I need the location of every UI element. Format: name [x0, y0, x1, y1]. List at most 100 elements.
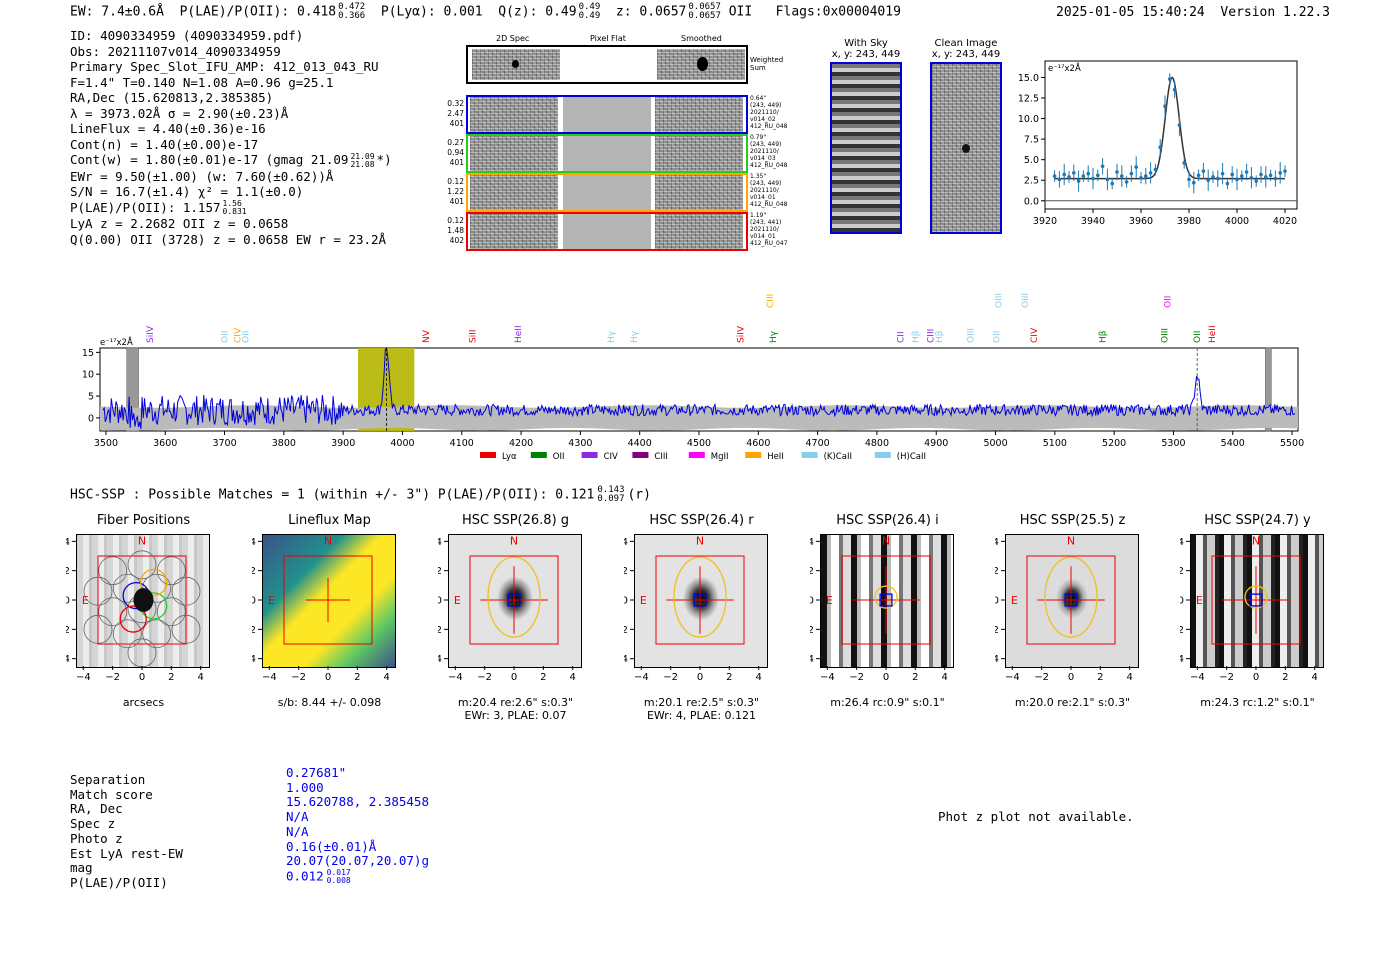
match-label-6: mag: [70, 860, 93, 876]
cutout-xtick-label: 4: [1311, 672, 1317, 683]
row1-left-0: 0.27: [447, 138, 464, 147]
header-z-hi: 0.0657: [688, 2, 721, 12]
compass-n: N: [324, 534, 332, 547]
aperture-box: [655, 555, 745, 645]
cutout-xtick-label: −4: [1190, 672, 1205, 683]
fit-data-point: [1220, 171, 1225, 176]
spectrum-xtick-label: 3700: [212, 438, 236, 449]
row1-right-3: v014_03: [750, 155, 776, 162]
header-ew: EW: 7.4±0.6Å: [70, 4, 164, 20]
fit-data-point: [1067, 175, 1071, 179]
row0-left-2: 401: [449, 119, 464, 128]
spec2d-row-3: [466, 212, 748, 251]
cutout-panel: Fiber Positions arcsecs N E −4 −4 −2 −2 0 0 2 2 4 4: [66, 510, 226, 725]
cutout-ytick-label: 0: [1180, 596, 1184, 607]
legend-label: Lyα: [502, 452, 517, 462]
fit-ytick-label: 10.0: [1018, 114, 1039, 125]
cutout-panel: Lineflux Map s/b: 8.44 +/- 0.098 N E −4 −4 −2 −…: [252, 510, 412, 725]
cutout-ytick-label: −4: [995, 654, 999, 665]
fit-data-point: [1283, 169, 1287, 173]
line-marker-label: SiII: [468, 329, 478, 343]
legend-swatch: [632, 452, 649, 458]
clean-image-source: [962, 144, 970, 153]
row2-left-labels: 0.12 1.22 401: [446, 177, 464, 207]
cutout-caption: m:20.0 re:2.1" s:0.3": [1014, 696, 1131, 709]
compass-e: E: [1011, 594, 1018, 607]
row3-right-2: 2021110/: [750, 226, 779, 233]
fiber-circle: [156, 556, 186, 586]
line-marker-label: HeII: [1208, 325, 1218, 343]
cutout-xtick-label: 0: [325, 672, 331, 683]
cutout-ytick-label: 2: [995, 566, 999, 577]
info-contw-line: Cont(w) = 1.80(±0.01)e-17 (gmag 21.09 21.…: [70, 152, 392, 169]
info-ewr: EWr = 9.50(±1.00) (w: 7.60(±0.62))Å: [70, 168, 334, 184]
match-label-2: RA, Dec: [70, 801, 123, 817]
cutout-xtick-label: −4: [448, 672, 463, 683]
hsc-title-suffix: (r): [627, 487, 651, 503]
spectrum-xtick-label: 4800: [865, 438, 889, 449]
fit-data-point: [1249, 175, 1254, 180]
spec2d-row-2: [466, 173, 748, 212]
row0-right-1: (243, 449): [750, 102, 782, 109]
row2-right-1: (243, 449): [750, 180, 782, 187]
target-box: [1249, 593, 1263, 607]
fit-xtick-label: 4000: [1225, 216, 1249, 227]
target-box: [1064, 593, 1078, 607]
cutout-ytick-label: 2: [1180, 566, 1184, 577]
spectrum-xtick-label: 3800: [272, 438, 296, 449]
row3-smoothed: [655, 214, 743, 249]
row2-right-2: 2021110/: [750, 187, 779, 194]
photz-note: Phot z plot not available.: [938, 809, 1134, 824]
cutout-caption: arcsecs: [122, 696, 165, 709]
match-label-1: Match score: [70, 786, 153, 802]
cutout-xtick-label: 4: [755, 672, 761, 683]
match-label-3: Spec z: [70, 816, 116, 832]
row3-2d: [470, 214, 558, 249]
fit-data-point: [1192, 180, 1196, 185]
aperture-box: [1026, 555, 1116, 645]
fit-data-point: [1163, 104, 1167, 109]
info-sn: S/N = 16.7(±1.4) χ² = 1.1(±0.0): [70, 184, 304, 199]
legend-label: OII: [553, 452, 565, 462]
cutout-ytick-label: 2: [66, 566, 70, 577]
fit-xtick-label: 4020: [1273, 216, 1297, 227]
fit-data-point: [1110, 181, 1114, 186]
legend-label: (H)CaII: [897, 452, 926, 462]
line-marker-label: OIII: [1161, 328, 1171, 343]
info-radec: RA,Dec (15.620813,2.385385): [70, 90, 274, 105]
spectrum-ytick-label: 0: [88, 413, 94, 424]
line-marker-label: Hγ: [769, 330, 779, 343]
legend-label: CIV: [604, 452, 618, 462]
cutout-ytick-label: −2: [252, 625, 256, 636]
cutout-ytick-label: 2: [624, 566, 628, 577]
header-z: z: 0.0657: [615, 4, 687, 20]
cutout-xtick-label: −4: [1005, 672, 1020, 683]
fit-data-point: [1158, 145, 1162, 150]
cutout-caption: m:24.3 rc:1.2" s:0.1": [1200, 696, 1315, 709]
with-sky-xy: x, y: 243, 449: [831, 49, 901, 60]
match-value-7-line: 0.012 0.017 0.008: [286, 868, 429, 885]
row2-left-0: 0.12: [447, 177, 464, 186]
info-id: ID: 4090334959 (4090334959.pdf): [70, 28, 304, 43]
cutout-ytick-label: −2: [1180, 625, 1184, 636]
spectrum-xtick-label: 4700: [806, 438, 830, 449]
cutout-xtick-label: 2: [726, 672, 732, 683]
header-bar: EW: 7.4±0.6Å P(LAE)/P(OII): 0.418 0.472 0.…: [70, 3, 901, 21]
spectrum-mask: [1265, 347, 1272, 432]
spec2d-panel: 2D Spec Pixel Flat Smoothed Weighted Sum…: [447, 34, 796, 256]
row1-left-1: 0.94: [447, 148, 464, 157]
fit-data-point: [1062, 172, 1066, 177]
fit-ytick-label: 0.0: [1024, 196, 1039, 207]
fit-data-point: [1100, 164, 1105, 169]
cutout-ytick-label: 0: [66, 596, 70, 607]
fit-data-point: [1168, 77, 1172, 81]
row2-flat: [563, 175, 651, 210]
row0-left-0: 0.32: [447, 99, 464, 108]
spec2d-row-0: [466, 95, 748, 134]
row1-smoothed: [655, 136, 743, 171]
info-obs: Obs: 20211107v014_4090334959: [70, 43, 281, 59]
fit-data-point: [1124, 180, 1129, 184]
legend-swatch: [480, 452, 496, 458]
line-marker-label: Hγ: [607, 330, 617, 343]
compass-e: E: [826, 594, 833, 607]
